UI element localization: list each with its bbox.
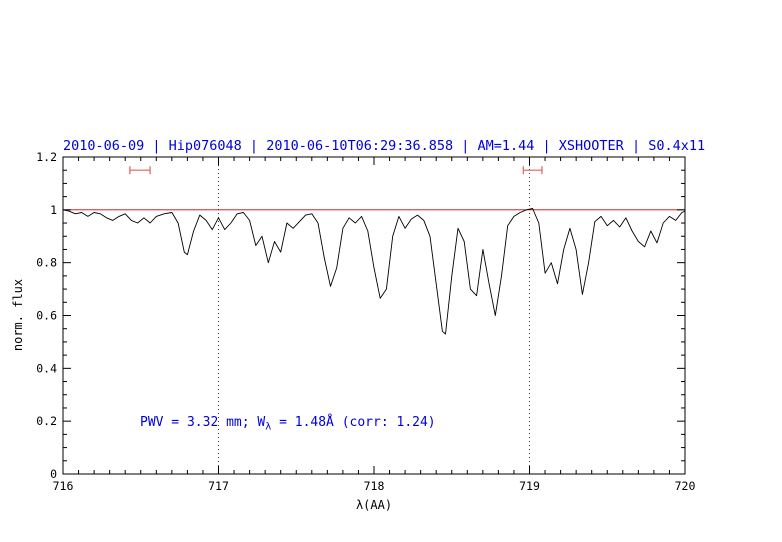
y-tick-label: 0.4 — [36, 361, 57, 375]
x-tick-label: 717 — [208, 479, 229, 493]
spectrum-line — [62, 208, 686, 335]
y-axis-label: norm. flux — [11, 278, 25, 352]
y-tick-label: 0.8 — [36, 256, 57, 270]
y-tick-label: 0.6 — [36, 309, 57, 323]
y-tick-label: 0.2 — [36, 414, 57, 428]
x-tick-label: 718 — [364, 479, 385, 493]
y-tick-label: 0 — [50, 467, 57, 481]
pwv-annotation-sub: λ — [265, 421, 272, 433]
pwv-annotation-part2: = 1.48Å (corr: 1.24) — [271, 415, 436, 430]
y-tick-label: 1 — [50, 203, 57, 217]
x-tick-label: 719 — [519, 479, 540, 493]
pwv-annotation: PWV = 3.32 mm; Wλ = 1.48Å (corr: 1.24) — [140, 415, 436, 433]
x-axis-label: λ(AA) — [355, 498, 393, 512]
pwv-annotation-part1: PWV = 3.32 mm; W — [140, 415, 266, 430]
chart-title: 2010-06-09 | Hip076048 | 2010-06-10T06:2… — [63, 138, 705, 154]
x-tick-label: 720 — [675, 479, 696, 493]
chart-title-text: 2010-06-09 | Hip076048 | 2010-06-10T06:2… — [63, 138, 706, 154]
x-tick-label: 716 — [53, 479, 74, 493]
y-tick-label: 1.2 — [36, 150, 57, 164]
